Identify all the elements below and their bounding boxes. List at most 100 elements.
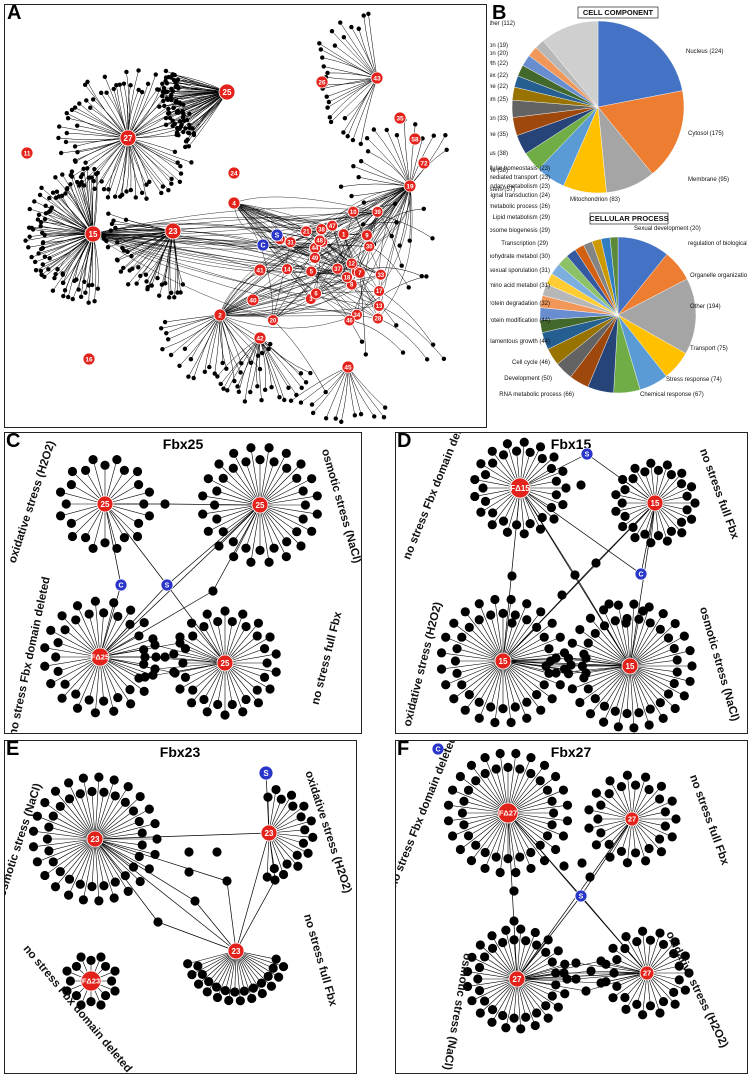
fbx15-shared-node [581,668,591,678]
cluster-node-21: 21 [300,225,313,238]
leaf-node [424,357,430,362]
cellular-process-label: Filamentous growth (44) [490,339,550,345]
leaf-node [163,68,169,74]
fbx15-hub4-leaf [645,618,655,628]
cluster-node-38-label: 38 [318,227,325,233]
cluster-node-31-circle [284,236,297,249]
fbx15-hub3-leaf [522,615,532,625]
fbx23-hub1-edge [94,786,129,840]
fbx15-hub1-leaf [498,516,509,526]
fbx25-hub2-leaf [312,491,322,501]
fbx23-hub1-leaf [137,840,147,850]
fbx27-link [516,978,602,984]
leaf-node [136,265,141,270]
cluster-node-48-label: 48 [316,239,323,245]
fbx23-hub1-leaf [99,787,109,797]
fbx25-hub3-leaf [125,684,135,695]
leaf-node [72,144,78,149]
leaf-node [85,166,90,171]
fbx27-hub1-leaf [526,847,536,858]
fbx27-hub3-leaf [521,1012,531,1022]
fbx23-label-full: no stress full Fbx [301,913,339,1008]
fbx27-hub2-leaf [654,794,665,804]
fbx27-hub4-leaf [658,996,669,1007]
cluster-node-6: 6 [310,287,322,300]
hub-node-19-label: 19 [406,183,414,190]
fbx25-hub4-leaf [202,707,212,717]
leaf-node [189,160,194,165]
cluster-node-12-circle [345,257,358,270]
fbx23-hub1-leaf [109,775,119,785]
fbx27-hub4-leaf [621,1004,631,1014]
cluster-node-18-label: 18 [344,275,351,281]
cluster-node-3-label: 3 [309,297,313,303]
fbx27-hub3-leaf [487,1017,497,1027]
fbx27-hub1-leaf [526,863,536,874]
fbx25-hub3-leaf [46,625,56,635]
leaf-node [358,159,364,164]
fbx27-hub1-leaf [491,852,501,862]
edge [92,230,315,259]
fbx15-hub2-leaf [653,465,664,475]
s-node: S [270,228,284,242]
leaf-node [144,279,149,284]
fbx25-hub1-leaf [67,531,78,542]
fbx27-hub1-leaf [547,796,557,806]
fbx15-hub4-leaf [613,722,623,732]
fbx23-link [94,838,237,952]
leaf-node [69,174,75,179]
fbx15-hub4-edge [572,665,631,690]
fbx25-hub4-leaf [178,658,188,668]
leaf-node [257,366,263,372]
fbx23-hub1-leaf [50,786,61,796]
leaf-node [139,190,145,196]
leaf-node [349,24,354,30]
fbx27-hub3-label: 27 [513,975,522,984]
fbx27-hub1-leaf [459,820,469,830]
hub-node-2-label: 2 [218,312,222,319]
fbx23-hub2-leaf [278,869,289,880]
fbx27-hub3-leaf [543,935,553,945]
edge [409,149,447,187]
fbx27-link [516,978,587,992]
leaf-node [172,149,178,155]
fbx23-hub4: 23 [227,942,245,960]
leaf-node [127,268,132,273]
c-node: C [256,238,270,252]
fbx25-hub4-leaf [271,649,281,659]
leaf-node [98,90,104,96]
cluster-node-20: 20 [267,314,279,326]
fbx23-hub1-edge [37,815,96,840]
fbx27-hub2-leaf [654,834,665,844]
fbx27-hub4-label: 27 [643,969,651,978]
fbx15-hub3-edge [502,660,512,723]
fbx25-hub1-leaf [119,465,129,475]
fbx23-hub3-leaf [100,961,111,972]
fbx15-link [502,660,631,667]
leaf-node [177,126,182,131]
fbx23-s-node-label: S [263,769,269,778]
leaf-node [101,186,107,192]
fbx23-hub2-leaf [269,863,279,874]
leaf-node [27,206,32,212]
fbx15-hub4-edge [590,665,631,714]
fbx15-hub3-leaf [486,702,496,712]
cluster-node-9: 9 [361,229,373,242]
fbx25-hub2-leaf [198,509,208,519]
leaf-node [124,69,129,75]
fbx25-hub2-leaf [312,509,322,519]
fbx15-hub3-leaf [452,668,462,678]
fbx27-hub2-leaf [630,780,641,790]
fbx15-hub1: FΔ15 [509,477,531,499]
leaf-node [124,189,129,194]
cluster-node-47-circle [326,219,339,232]
fbx15-hub2-leaf [611,490,621,500]
isolated-node-72-label: 72 [420,160,428,167]
fbx25-hub2-leaf [292,527,302,537]
fbx23-hub2-circle [260,824,278,842]
fbx15-hub2-leaf [620,511,630,521]
leaf-node [54,189,60,194]
fbx15-hub4: 15 [621,657,639,675]
panel-b-letter: B [492,2,507,24]
